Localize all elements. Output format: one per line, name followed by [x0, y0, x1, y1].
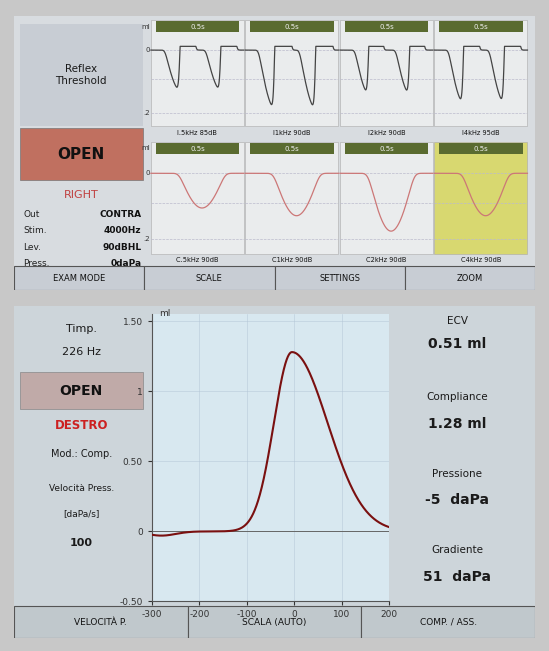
Text: ml: ml: [159, 309, 170, 318]
Bar: [340, 142, 433, 254]
Bar: [144, 266, 274, 290]
Bar: [345, 21, 428, 32]
Text: 0: 0: [145, 171, 150, 176]
Bar: [20, 25, 143, 126]
Text: I4kHz 95dB: I4kHz 95dB: [462, 130, 500, 136]
Text: 0.5s: 0.5s: [379, 23, 394, 30]
Bar: [20, 372, 143, 409]
Text: 0.5s: 0.5s: [190, 23, 205, 30]
Bar: [151, 20, 244, 126]
Text: Out: Out: [23, 210, 40, 219]
Text: SCALA (AUTO): SCALA (AUTO): [242, 618, 307, 627]
Text: Lev.: Lev.: [23, 243, 41, 252]
FancyBboxPatch shape: [6, 12, 543, 294]
Text: 90dBHL: 90dBHL: [102, 243, 142, 252]
Text: 0.51 ml: 0.51 ml: [428, 337, 486, 351]
Text: ml: ml: [141, 145, 150, 152]
Text: Press.: Press.: [23, 259, 49, 268]
Text: EXAM MODE: EXAM MODE: [53, 273, 105, 283]
Text: 0.5s: 0.5s: [474, 146, 489, 152]
Text: Mod.: Comp.: Mod.: Comp.: [51, 449, 112, 459]
Bar: [250, 143, 334, 154]
Text: COMP. / ASS.: COMP. / ASS.: [420, 618, 477, 627]
Text: CONTRA: CONTRA: [99, 210, 142, 219]
Bar: [434, 20, 528, 126]
Text: 0.5s: 0.5s: [190, 146, 205, 152]
Bar: [439, 143, 523, 154]
Text: Compliance: Compliance: [426, 393, 488, 402]
Bar: [245, 142, 338, 254]
Bar: [361, 607, 535, 638]
Text: 51  daPa: 51 daPa: [423, 570, 491, 583]
Text: Timp.: Timp.: [66, 324, 97, 334]
Text: C4kHz 90dB: C4kHz 90dB: [461, 257, 501, 263]
Text: I2kHz 90dB: I2kHz 90dB: [368, 130, 405, 136]
Text: 0.5s: 0.5s: [284, 23, 299, 30]
Text: OPEN: OPEN: [58, 147, 105, 162]
Text: 0.5s: 0.5s: [284, 146, 299, 152]
Text: 4000Hz: 4000Hz: [104, 227, 142, 236]
Bar: [14, 607, 188, 638]
Text: 0.5s: 0.5s: [474, 23, 489, 30]
Text: Stim.: Stim.: [23, 227, 47, 236]
Text: SETTINGS: SETTINGS: [319, 273, 360, 283]
Text: ECV: ECV: [446, 316, 468, 326]
Bar: [434, 142, 528, 254]
Text: DESTRO: DESTRO: [54, 419, 108, 432]
Bar: [155, 21, 239, 32]
Bar: [340, 20, 433, 126]
Bar: [155, 143, 239, 154]
Text: 226 Hz: 226 Hz: [62, 348, 101, 357]
Text: C.5kHz 90dB: C.5kHz 90dB: [176, 257, 219, 263]
Text: C1kHz 90dB: C1kHz 90dB: [272, 257, 312, 263]
Text: 100: 100: [70, 538, 93, 548]
Bar: [405, 266, 535, 290]
Text: Reflex
Threshold: Reflex Threshold: [55, 64, 107, 86]
Text: ZOOM: ZOOM: [457, 273, 483, 283]
Bar: [20, 128, 143, 180]
Text: ml: ml: [141, 23, 150, 29]
FancyBboxPatch shape: [8, 302, 541, 642]
Text: RIGHT: RIGHT: [64, 190, 99, 201]
Text: 0: 0: [145, 47, 150, 53]
Bar: [274, 266, 405, 290]
Bar: [345, 143, 428, 154]
Text: 1.28 ml: 1.28 ml: [428, 417, 486, 431]
Text: Velocità Press.: Velocità Press.: [49, 484, 114, 493]
Text: -5  daPa: -5 daPa: [425, 493, 489, 507]
Bar: [151, 142, 244, 254]
Bar: [250, 21, 334, 32]
Text: [daPa/s]: [daPa/s]: [63, 509, 99, 518]
Text: C2kHz 90dB: C2kHz 90dB: [366, 257, 407, 263]
Bar: [14, 266, 144, 290]
Text: .2: .2: [143, 109, 150, 116]
Text: OPEN: OPEN: [60, 383, 103, 398]
Text: 0.5s: 0.5s: [379, 146, 394, 152]
Text: I.5kHz 85dB: I.5kHz 85dB: [177, 130, 217, 136]
Bar: [245, 20, 338, 126]
Text: VELOCITÀ P.: VELOCITÀ P.: [74, 618, 127, 627]
Text: 0daPa: 0daPa: [110, 259, 142, 268]
Text: I1kHz 90dB: I1kHz 90dB: [273, 130, 311, 136]
Bar: [188, 607, 361, 638]
Text: Pressione: Pressione: [432, 469, 482, 478]
Text: Gradiente: Gradiente: [431, 545, 483, 555]
Bar: [439, 21, 523, 32]
Text: .2: .2: [143, 236, 150, 242]
Text: SCALE: SCALE: [196, 273, 223, 283]
